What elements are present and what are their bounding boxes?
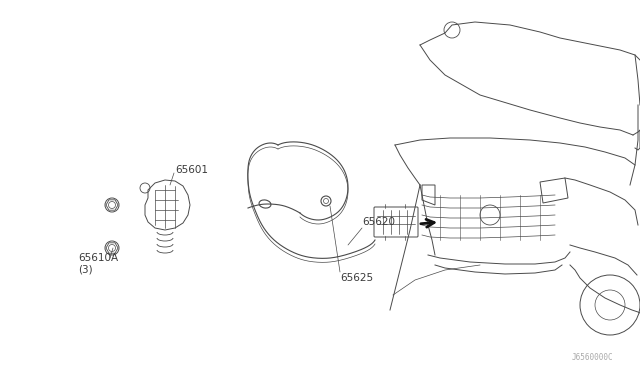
Text: (3): (3) xyxy=(78,265,93,275)
Text: 65610A: 65610A xyxy=(78,253,118,263)
Text: 65625: 65625 xyxy=(340,273,373,283)
Text: 65620: 65620 xyxy=(362,217,395,227)
Text: 65601: 65601 xyxy=(175,165,208,175)
Text: J6560000C: J6560000C xyxy=(571,353,613,362)
